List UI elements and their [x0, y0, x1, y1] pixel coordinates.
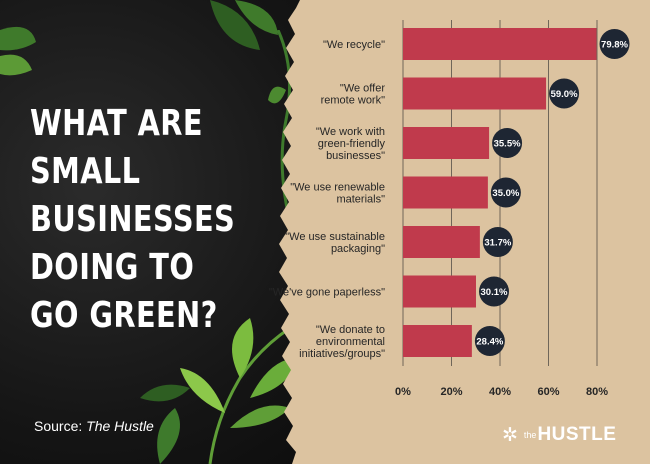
- category-label: "We work with green-friendly businesses": [316, 126, 386, 162]
- value-badge: [492, 128, 523, 158]
- category-label: "We've gone paperless": [269, 287, 385, 299]
- category-label: "We offer remote work": [321, 83, 386, 107]
- x-tick-label: 40%: [489, 386, 511, 398]
- bar: [403, 28, 597, 60]
- value-label: 59.0%: [551, 89, 578, 100]
- value-label: 28.4%: [476, 337, 503, 348]
- x-tick-label: 80%: [586, 386, 608, 398]
- value-badge: [549, 78, 580, 109]
- value-badge: [482, 227, 513, 257]
- category-label: "We use renewable materials": [290, 182, 385, 206]
- bar: [403, 325, 472, 357]
- brand-the: the: [523, 430, 537, 440]
- source-credit: Source: The Hustle: [34, 418, 154, 434]
- hubspot-sprocket-icon: ✲: [502, 424, 518, 446]
- category-label: "We donate to environmental initiatives/gr…: [299, 324, 385, 360]
- bar: [403, 127, 490, 159]
- bar: [403, 226, 480, 258]
- brand-name: HUSTLE: [537, 424, 617, 445]
- headline-line: GO GREEN?: [30, 295, 218, 336]
- leaf-cluster-top-icon: [0, 26, 36, 76]
- headline-line: BUSINESSES: [30, 199, 236, 240]
- x-tick-label: 60%: [537, 386, 559, 398]
- value-label: 35.5%: [494, 139, 521, 150]
- headline: WHAT ARE SMALL BUSINESSES DOING TO GO GR…: [30, 100, 270, 340]
- x-tick-label: 20%: [440, 386, 462, 398]
- source-prefix: Source:: [34, 418, 87, 434]
- source-name: The Hustle: [86, 418, 154, 434]
- value-badge: [478, 276, 509, 307]
- category-label: "We use sustainable packaging": [285, 231, 385, 255]
- bar: [403, 77, 547, 110]
- value-label: 79.8%: [601, 40, 628, 51]
- headline-line: SMALL: [30, 151, 141, 192]
- leaf-cluster-bottom-icon: [140, 318, 298, 464]
- bar: [403, 176, 488, 209]
- headline-line: WHAT ARE: [30, 103, 203, 144]
- category-label: "We recycle": [323, 39, 385, 51]
- value-label: 35.0%: [492, 188, 519, 199]
- dark-background-panel: [0, 0, 300, 464]
- value-label: 31.7%: [484, 238, 511, 249]
- value-badge: [599, 29, 630, 59]
- value-label: 30.1%: [481, 287, 508, 298]
- bar: [403, 275, 476, 308]
- x-tick-label: 0%: [395, 386, 411, 398]
- value-badge: [490, 177, 521, 208]
- headline-line: DOING TO: [30, 247, 195, 288]
- brand-logo: ✲ the HUSTLE: [502, 424, 616, 446]
- value-badge: [474, 326, 505, 356]
- leaf-top-right-icon: [210, 0, 278, 50]
